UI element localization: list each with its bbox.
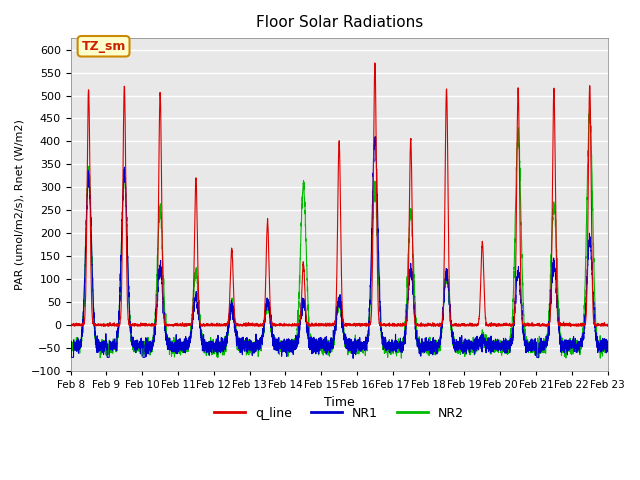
q_line	[460, 323, 467, 328]
Legend: q_line, NR1, NR2: q_line, NR1, NR2	[209, 402, 469, 425]
NR2	[604, 346, 611, 352]
q_line	[319, 322, 327, 328]
NR2	[67, 344, 74, 349]
NR1	[349, 355, 357, 361]
q_line	[430, 323, 438, 329]
NR2	[490, 337, 497, 343]
NR1	[163, 336, 171, 342]
q_line	[371, 60, 379, 66]
q_line	[604, 323, 611, 329]
NR1	[460, 345, 467, 351]
q_line	[490, 322, 498, 327]
NR1	[67, 343, 74, 349]
NR2	[586, 106, 594, 111]
X-axis label: Time: Time	[324, 396, 355, 408]
NR2	[596, 355, 604, 361]
NR1	[604, 346, 611, 351]
q_line	[163, 322, 171, 328]
Line: NR1: NR1	[70, 137, 607, 358]
Title: Floor Solar Radiations: Floor Solar Radiations	[255, 15, 423, 30]
NR1	[319, 341, 327, 347]
Y-axis label: PAR (umol/m2/s), Rnet (W/m2): PAR (umol/m2/s), Rnet (W/m2)	[15, 119, 25, 290]
q_line	[604, 322, 611, 327]
NR2	[460, 343, 467, 349]
NR2	[319, 348, 327, 354]
Line: NR2: NR2	[70, 108, 607, 358]
NR1	[490, 340, 498, 346]
NR2	[604, 346, 611, 351]
Line: q_line: q_line	[70, 63, 607, 326]
q_line	[204, 323, 211, 329]
Text: TZ_sm: TZ_sm	[81, 40, 126, 53]
NR1	[371, 134, 379, 140]
NR2	[163, 334, 171, 340]
NR1	[430, 343, 438, 348]
NR2	[429, 344, 437, 349]
q_line	[67, 321, 74, 326]
NR1	[604, 340, 611, 346]
